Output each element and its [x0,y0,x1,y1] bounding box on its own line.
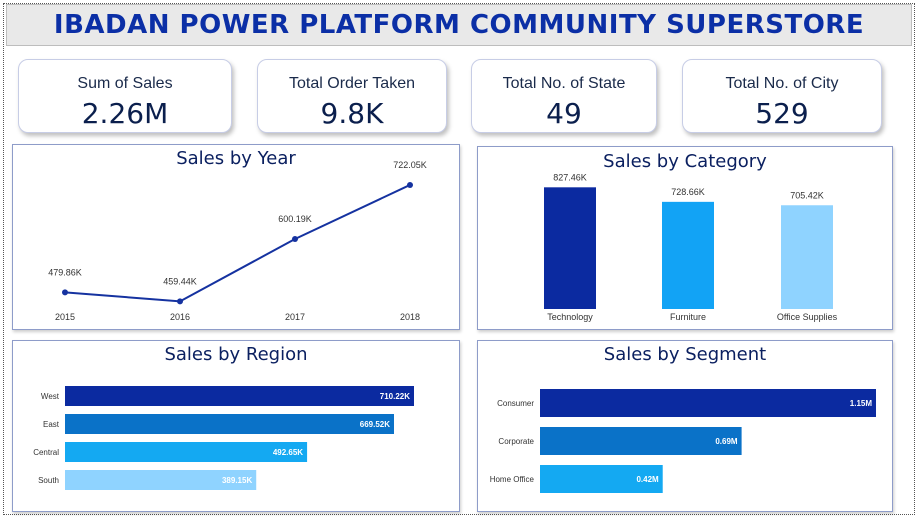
sales-by-year-line [64,184,411,303]
data-label: 0.69M [715,437,738,446]
data-label: 600.19K [278,214,312,224]
panel-sales-by-category[interactable]: Sales by Category 827.46K Technology 728.6… [477,146,893,330]
category-label: Technology [547,312,593,322]
data-label: 705.42K [790,190,824,200]
data-label: 459.44K [163,276,197,286]
kpi-value: 529 [755,97,809,130]
data-label: 1.15M [850,399,873,408]
kpi-value: 9.8K [320,97,384,130]
x-tick-label: 2017 [285,312,305,322]
page-title: IBADAN POWER PLATFORM COMMUNITY SUPERSTO… [53,10,865,40]
category-label: Corporate [498,437,534,446]
data-label: 827.46K [553,172,587,182]
data-label: 710.22K [380,392,410,401]
sales-by-segment-chart: Consumer 1.15M Corporate 0.69M Home Office 0.… [490,389,876,493]
bar-furniture [662,201,714,309]
bar-consumer [540,389,876,417]
category-label: Office Supplies [777,312,838,322]
category-label: West [41,392,60,401]
bar-technology [544,187,596,309]
data-point [407,181,413,188]
kpi-card-sum-of-sales[interactable]: Sum of Sales 2.26M [18,59,232,133]
data-label: 389.15K [222,476,252,485]
sales-by-category-chart: 827.46K Technology 728.66K Furniture 705.42K… [544,172,838,322]
data-label: 479.86K [48,267,82,277]
panel-sales-by-year[interactable]: Sales by Year 479.86K 2015 459.44K 2016 600.… [12,144,460,330]
x-tick-label: 2015 [55,312,75,322]
chart-title: Sales by Segment [603,344,767,365]
data-label: 669.52K [360,420,390,429]
data-label: 492.65K [273,448,303,457]
x-tick-label: 2016 [170,312,190,322]
kpi-label: Total No. of State [502,75,626,92]
chart-title: Sales by Year [176,148,296,169]
chart-title: Sales by Category [603,151,767,172]
kpi-card-total-order-taken[interactable]: Total Order Taken 9.8K [257,59,447,133]
sales-by-region-chart: West 710.22K East 669.52K Central 492.65K Sout… [33,386,414,490]
bar-central [65,442,308,462]
bar-corporate [540,427,742,455]
kpi-card-total-no-of-city[interactable]: Total No. of City 529 [682,59,882,133]
data-point [292,235,298,242]
kpi-label: Total No. of City [725,75,839,92]
kpi-value: 2.26M [81,97,169,130]
kpi-label: Sum of Sales [77,75,173,92]
category-label: Central [33,448,59,457]
kpi-value: 49 [546,97,582,130]
x-tick-label: 2018 [400,312,420,322]
category-label: Consumer [497,399,534,408]
category-label: South [38,476,59,485]
sales-by-year-chart: 479.86K 2015 459.44K 2016 600.19K 2017 722.05K… [48,160,427,322]
panel-sales-by-segment[interactable]: Sales by Segment Consumer 1.15M Corporate 0… [477,340,893,512]
data-label: 0.42M [636,475,659,484]
bar-south [65,470,257,490]
category-label: Home Office [490,475,535,484]
data-point [62,289,68,296]
data-label: 722.05K [393,160,427,170]
panel-sales-by-region[interactable]: Sales by Region West 710.22K East 669.52K Ce… [12,340,460,512]
category-label: East [43,420,60,429]
bar-home-office [540,465,663,493]
header-bar: IBADAN POWER PLATFORM COMMUNITY SUPERSTO… [6,4,912,46]
category-label: Furniture [670,312,706,322]
kpi-card-total-no-of-state[interactable]: Total No. of State 49 [471,59,657,133]
kpi-label: Total Order Taken [289,75,415,92]
chart-title: Sales by Region [164,344,308,365]
bar-east [65,414,395,434]
data-point [177,298,183,305]
data-label: 728.66K [671,187,705,197]
bar-west [65,386,414,406]
bar-office-supplies [781,205,833,309]
